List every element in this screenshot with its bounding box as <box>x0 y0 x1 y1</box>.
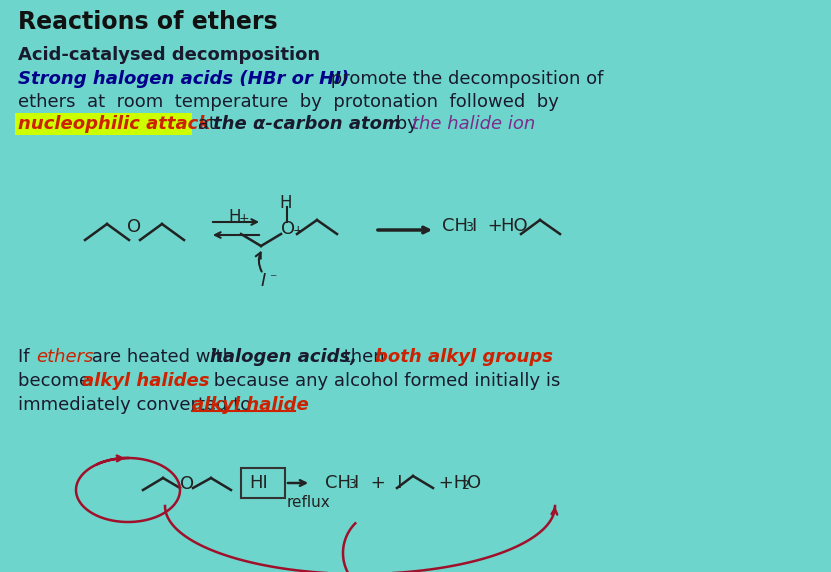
Text: H: H <box>228 208 240 226</box>
Text: +: + <box>482 217 503 235</box>
Text: 2: 2 <box>461 479 469 492</box>
Text: O: O <box>467 474 481 492</box>
Text: HI: HI <box>249 474 268 492</box>
Text: nucleophilic attack: nucleophilic attack <box>18 115 210 133</box>
Text: O: O <box>180 475 194 493</box>
Text: halogen acids,: halogen acids, <box>210 348 357 366</box>
Text: at: at <box>192 115 222 133</box>
Text: immediately converted to: immediately converted to <box>18 396 257 414</box>
Text: HO: HO <box>500 217 528 235</box>
Text: I: I <box>261 272 266 290</box>
Text: Acid-catalysed decomposition: Acid-catalysed decomposition <box>18 46 320 64</box>
Text: Strong halogen acids (HBr or HI): Strong halogen acids (HBr or HI) <box>18 70 349 88</box>
Text: +: + <box>293 224 303 237</box>
Text: reflux: reflux <box>287 495 331 510</box>
Text: If: If <box>18 348 35 366</box>
Text: ethers  at  room  temperature  by  protonation  followed  by: ethers at room temperature by protonatio… <box>18 93 559 111</box>
Text: +H: +H <box>433 474 467 492</box>
Text: CH: CH <box>442 217 468 235</box>
Text: 3: 3 <box>465 221 473 234</box>
Text: are heated with: are heated with <box>86 348 240 366</box>
Text: I: I <box>471 217 476 235</box>
Text: CH: CH <box>325 474 351 492</box>
Text: then: then <box>338 348 391 366</box>
Text: Reactions of ethers: Reactions of ethers <box>18 10 278 34</box>
Text: O: O <box>127 218 141 236</box>
Text: O: O <box>281 220 295 238</box>
Text: alkyl halide: alkyl halide <box>192 396 309 414</box>
Text: ⁻: ⁻ <box>269 272 277 286</box>
FancyBboxPatch shape <box>241 468 285 498</box>
Text: H: H <box>279 194 292 212</box>
Text: the halide ion: the halide ion <box>412 115 535 133</box>
Text: by: by <box>390 115 424 133</box>
Text: the α-carbon atom: the α-carbon atom <box>213 115 401 133</box>
Text: both alkyl groups: both alkyl groups <box>375 348 553 366</box>
Text: ethers: ethers <box>36 348 93 366</box>
Text: 3: 3 <box>348 478 356 491</box>
FancyBboxPatch shape <box>15 113 192 135</box>
Text: alkyl halides: alkyl halides <box>82 372 209 390</box>
Text: +: + <box>239 212 249 225</box>
Text: promote the decomposition of: promote the decomposition of <box>325 70 603 88</box>
Text: I  +  I: I + I <box>354 474 402 492</box>
Text: become: become <box>18 372 96 390</box>
Text: because any alcohol formed initially is: because any alcohol formed initially is <box>208 372 560 390</box>
